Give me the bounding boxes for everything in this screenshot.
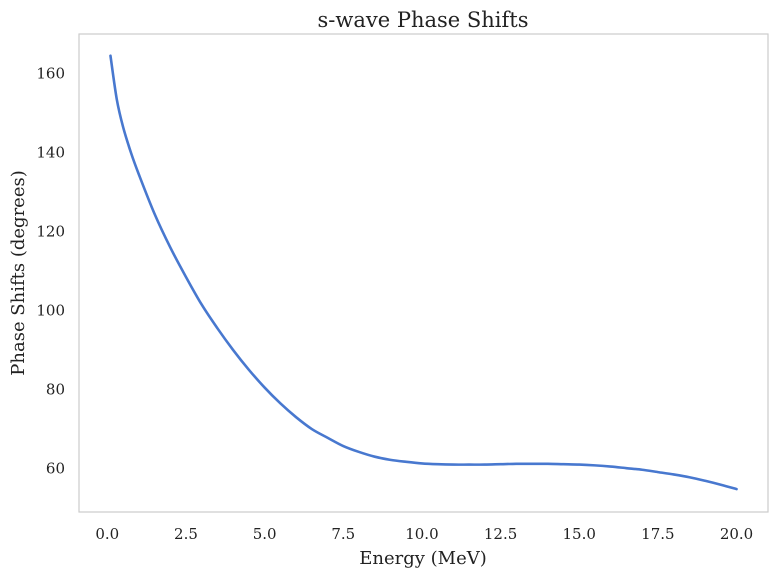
- y-tick-label: 60: [46, 460, 65, 478]
- chart-title: s-wave Phase Shifts: [317, 8, 528, 32]
- x-tick-label: 2.5: [174, 525, 198, 543]
- x-axis-label: Energy (MeV): [359, 548, 487, 569]
- x-tick-label: 7.5: [331, 525, 355, 543]
- series-layer: [109, 54, 738, 491]
- x-tick-label: 5.0: [253, 525, 277, 543]
- x-tick-label: 0.0: [95, 525, 119, 543]
- x-tick-label: 12.5: [484, 525, 517, 543]
- x-tick-label: 15.0: [563, 525, 596, 543]
- y-axis-label: Phase Shifts (degrees): [8, 170, 29, 375]
- x-tick-label: 17.5: [641, 525, 674, 543]
- x-axis-ticks: 0.0 2.5 5.0 7.5 10.0 12.5 15.0 17.5 20.0: [95, 525, 753, 543]
- y-tick-label: 80: [46, 381, 65, 399]
- y-axis-ticks: 60 80 100 120 140 160: [36, 65, 65, 478]
- y-tick-label: 160: [36, 65, 65, 83]
- y-tick-label: 120: [36, 223, 65, 241]
- y-tick-label: 100: [36, 302, 65, 320]
- plot-frame: [78, 33, 769, 513]
- x-tick-label: 10.0: [405, 525, 438, 543]
- y-tick-label: 140: [36, 144, 65, 162]
- series-line-0: [109, 54, 738, 491]
- x-tick-label: 20.0: [720, 525, 753, 543]
